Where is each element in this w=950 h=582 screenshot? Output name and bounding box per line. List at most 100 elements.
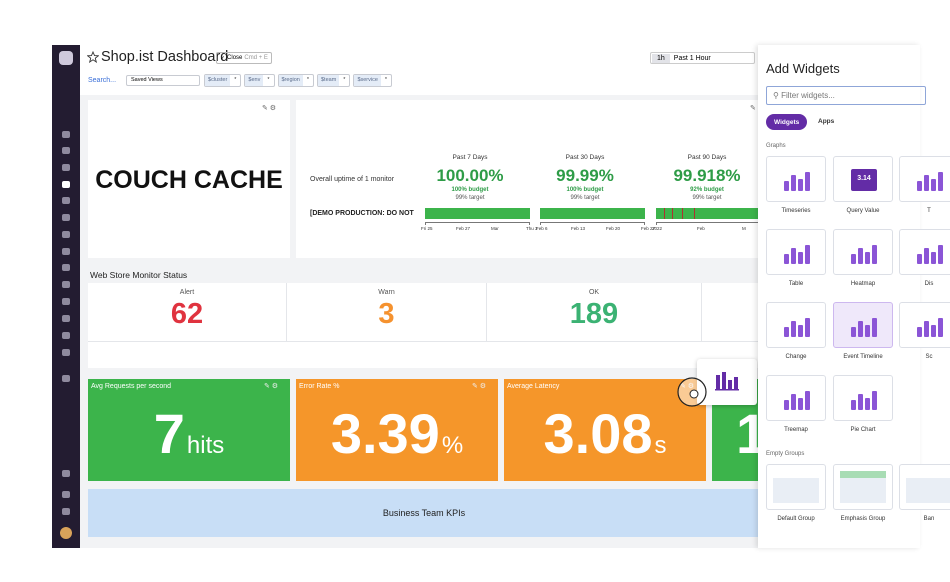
nav-icon[interactable] bbox=[62, 332, 70, 339]
downtime-marker bbox=[672, 208, 673, 219]
axis-label: Feb 27 bbox=[641, 226, 656, 231]
target: 99% target bbox=[692, 195, 722, 201]
variable-name: $cluster bbox=[205, 74, 231, 86]
avatar[interactable] bbox=[60, 527, 72, 539]
time-badge: 1h bbox=[652, 53, 670, 63]
icon-part bbox=[798, 325, 803, 337]
widget-controls[interactable]: ✎ ⚙ bbox=[472, 383, 487, 390]
axis-label: Feb 20 bbox=[606, 226, 621, 231]
nav-icon[interactable] bbox=[62, 231, 70, 238]
widget-label: Heatmap bbox=[850, 281, 876, 287]
nav-icon[interactable] bbox=[62, 508, 70, 515]
icon-part bbox=[872, 245, 877, 264]
template-variable[interactable]: $service * bbox=[353, 73, 393, 87]
star-icon[interactable] bbox=[87, 51, 99, 63]
nav-icon[interactable] bbox=[62, 131, 70, 138]
nav-icon[interactable] bbox=[62, 181, 70, 188]
widget-tile[interactable] bbox=[766, 302, 826, 348]
widget-tile[interactable] bbox=[899, 156, 950, 202]
widget-label: Event Timeline bbox=[843, 354, 883, 360]
template-variable[interactable]: $env * bbox=[244, 73, 275, 87]
saved-views[interactable]: Saved Views bbox=[126, 74, 201, 86]
widget-label: Emphasis Group bbox=[840, 516, 886, 522]
target: 99% target bbox=[570, 195, 600, 201]
status-value: 189 bbox=[569, 298, 619, 330]
icon-part bbox=[931, 325, 936, 337]
icon-part bbox=[798, 252, 803, 264]
bar-icon bbox=[715, 372, 739, 391]
status-divider bbox=[88, 341, 760, 342]
widget-tile[interactable] bbox=[899, 229, 950, 275]
nav-icon[interactable] bbox=[62, 164, 70, 171]
icon-part bbox=[924, 175, 929, 191]
widget-tile[interactable] bbox=[766, 464, 826, 510]
template-variable[interactable]: $team * bbox=[317, 73, 351, 87]
tab-apps[interactable]: Apps bbox=[818, 118, 835, 125]
widget-tile[interactable] bbox=[766, 229, 826, 275]
monitor-name: [DEMO PRODUCTION: DO NOT bbox=[310, 210, 414, 217]
nav-icon[interactable] bbox=[62, 298, 70, 305]
widget-controls[interactable]: ✎ bbox=[750, 105, 756, 112]
nav-icon[interactable] bbox=[62, 264, 70, 271]
nav-icon[interactable] bbox=[62, 281, 70, 288]
widget-label: Ban bbox=[923, 516, 935, 522]
logo[interactable] bbox=[59, 51, 73, 65]
widget-tile[interactable] bbox=[833, 302, 893, 348]
template-variable[interactable]: $region * bbox=[277, 73, 314, 87]
search[interactable]: Search... bbox=[88, 76, 117, 84]
variable-name: $service bbox=[354, 74, 381, 86]
icon-part bbox=[858, 321, 863, 337]
icon-part bbox=[938, 245, 943, 264]
template-variable[interactable]: $cluster * bbox=[204, 73, 242, 87]
downtime-marker bbox=[694, 208, 695, 219]
icon-part bbox=[865, 325, 870, 337]
nav-icon[interactable] bbox=[62, 147, 70, 154]
nav-icon[interactable] bbox=[62, 491, 70, 498]
filter-placeholder: Filter widgets... bbox=[781, 91, 835, 100]
close-label: Close bbox=[227, 55, 243, 61]
cursor bbox=[677, 377, 707, 407]
icon-part bbox=[872, 391, 877, 410]
downtime-marker bbox=[664, 208, 665, 219]
variable-value: * bbox=[384, 77, 388, 83]
nav-icon[interactable] bbox=[62, 214, 70, 221]
widget-tile[interactable]: 3.14 bbox=[833, 156, 893, 202]
time-picker[interactable]: 1h Past 1 Hour bbox=[650, 52, 755, 64]
budget: 100% budget bbox=[451, 187, 489, 193]
widget-tile[interactable] bbox=[766, 156, 826, 202]
nav-icon[interactable] bbox=[62, 197, 70, 204]
widget-tile[interactable] bbox=[899, 302, 950, 348]
nav-icon[interactable] bbox=[62, 349, 70, 356]
tab-widgets[interactable]: Widgets bbox=[766, 114, 808, 130]
widget-tile[interactable] bbox=[833, 375, 893, 421]
big-value: 3.39 bbox=[330, 402, 440, 465]
filter-input[interactable]: ⚲ Filter widgets... bbox=[766, 86, 926, 105]
query-value-widget: Average Latency✎ ⚙3.08s bbox=[504, 379, 706, 481]
widget-icon bbox=[784, 242, 810, 264]
close-button[interactable]: ✓ Close Cmd + E bbox=[216, 52, 272, 64]
nav-icon[interactable] bbox=[62, 248, 70, 255]
widget-title: Avg Requests per second bbox=[91, 383, 172, 390]
widget-controls[interactable]: ✎ ⚙ bbox=[264, 383, 279, 390]
variable-name: $env bbox=[245, 74, 264, 86]
widget-tile[interactable] bbox=[766, 375, 826, 421]
widget-tile[interactable] bbox=[833, 229, 893, 275]
icon-part bbox=[805, 245, 810, 264]
icon-part bbox=[791, 248, 796, 264]
axis-label: Feb 6 bbox=[536, 226, 548, 231]
axis-label: Fri 25 bbox=[421, 226, 433, 231]
nav-icon[interactable] bbox=[62, 470, 70, 477]
section-title: Graphs bbox=[766, 143, 786, 149]
widget-tile[interactable] bbox=[833, 464, 893, 510]
icon-part bbox=[791, 175, 796, 191]
widget-controls[interactable]: ✎ ⚙ bbox=[262, 105, 277, 112]
icon-part bbox=[931, 179, 936, 191]
widget-tile[interactable] bbox=[899, 464, 950, 510]
uptime-bar bbox=[425, 208, 530, 219]
widget-label: Timeseries bbox=[781, 208, 811, 214]
widget-icon bbox=[840, 471, 886, 503]
uptime-value: 100.00% bbox=[436, 166, 504, 185]
panel-title: Add Widgets bbox=[766, 61, 840, 76]
nav-icon[interactable] bbox=[62, 315, 70, 322]
nav-icon[interactable] bbox=[62, 375, 70, 382]
